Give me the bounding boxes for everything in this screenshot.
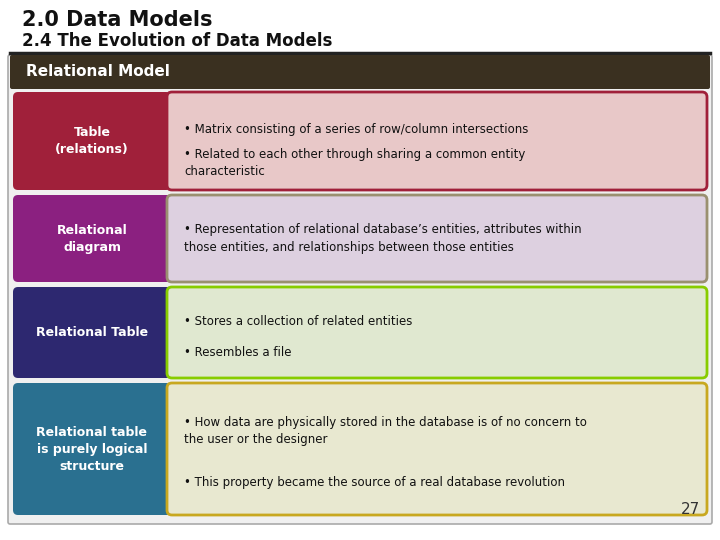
Text: Relational table
is purely logical
structure: Relational table is purely logical struc… [37, 426, 148, 472]
Text: • How data are physically stored in the database is of no concern to
the user or: • How data are physically stored in the … [184, 416, 587, 447]
FancyBboxPatch shape [167, 92, 707, 190]
FancyBboxPatch shape [10, 55, 710, 89]
Text: Table
(relations): Table (relations) [55, 126, 129, 156]
Text: 2.0 Data Models: 2.0 Data Models [22, 10, 212, 30]
FancyBboxPatch shape [167, 287, 707, 378]
Text: • This property became the source of a real database revolution: • This property became the source of a r… [184, 476, 565, 489]
Text: • Representation of relational database’s entities, attributes within
those enti: • Representation of relational database’… [184, 223, 582, 254]
Text: Relational Model: Relational Model [26, 64, 170, 79]
FancyBboxPatch shape [13, 92, 171, 190]
Text: • Stores a collection of related entities: • Stores a collection of related entitie… [184, 315, 413, 328]
FancyBboxPatch shape [13, 287, 171, 378]
Text: 2.4 The Evolution of Data Models: 2.4 The Evolution of Data Models [22, 32, 333, 50]
FancyBboxPatch shape [13, 195, 171, 282]
FancyBboxPatch shape [167, 383, 707, 515]
Text: • Resembles a file: • Resembles a file [184, 346, 292, 359]
FancyBboxPatch shape [167, 195, 707, 282]
FancyBboxPatch shape [8, 55, 712, 524]
Text: Relational
diagram: Relational diagram [57, 224, 127, 253]
FancyBboxPatch shape [13, 383, 171, 515]
Text: • Matrix consisting of a series of row/column intersections: • Matrix consisting of a series of row/c… [184, 123, 528, 136]
Text: • Related to each other through sharing a common entity
characteristic: • Related to each other through sharing … [184, 148, 526, 178]
Text: 27: 27 [680, 503, 700, 517]
Text: Relational Table: Relational Table [36, 326, 148, 339]
